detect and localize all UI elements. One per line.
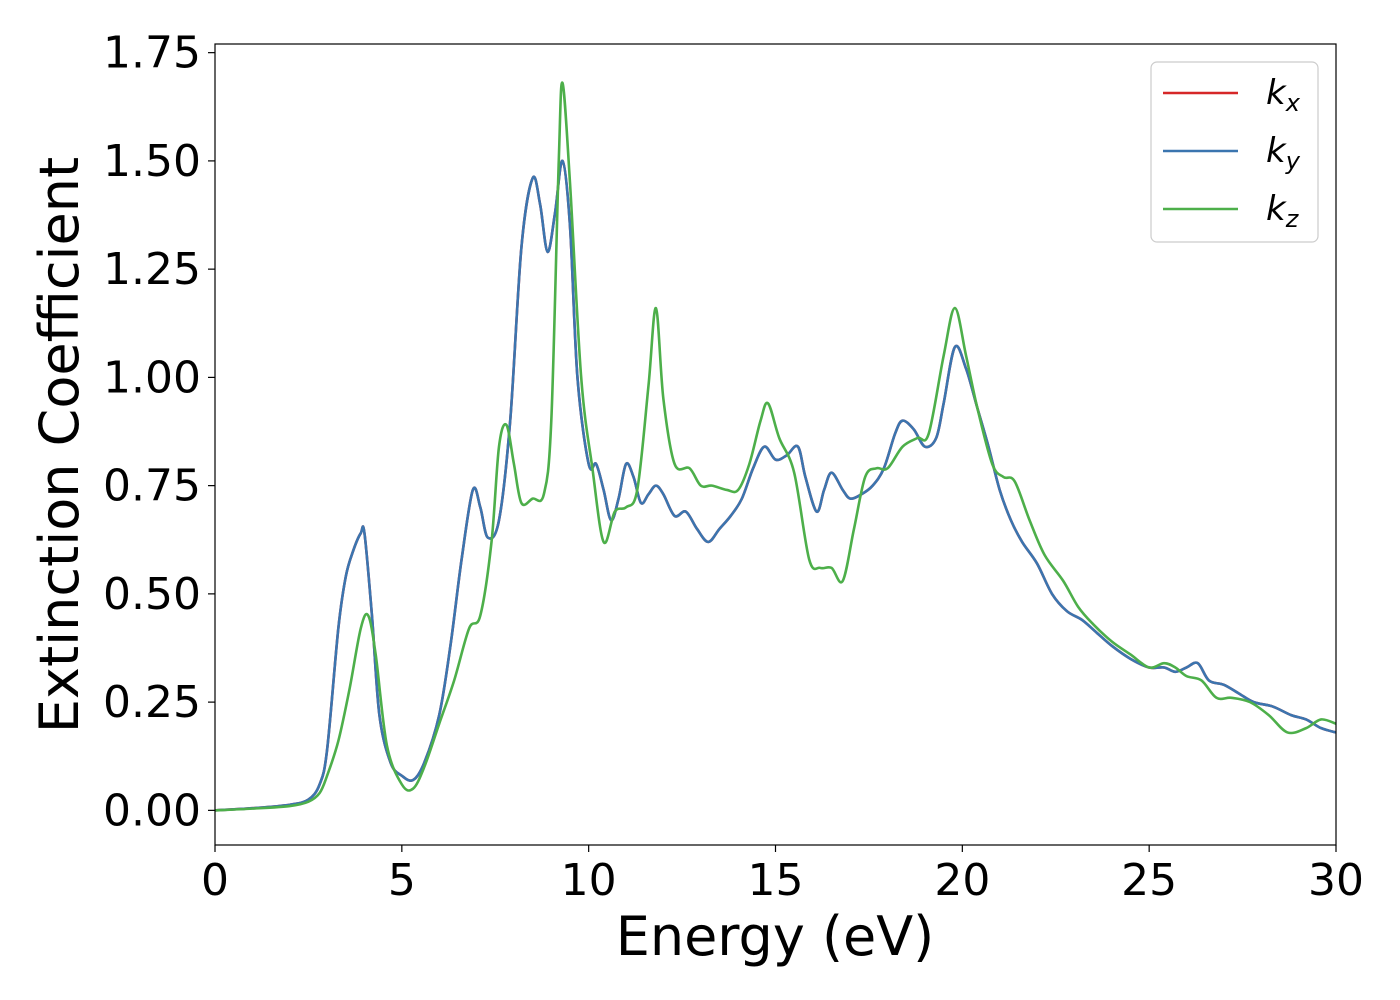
y-tick-label: 0.00 xyxy=(103,785,201,836)
x-tick-label: 10 xyxy=(561,855,617,906)
x-tick-label: 25 xyxy=(1121,855,1177,906)
x-tick-label: 5 xyxy=(388,855,416,906)
legend-entries: kx ky kz xyxy=(1163,73,1301,233)
x-tick-label: 30 xyxy=(1308,855,1364,906)
legend: kx ky kz xyxy=(1150,61,1319,243)
y-tick-label: 0.50 xyxy=(103,569,201,620)
y-tick-label: 1.50 xyxy=(103,136,201,187)
y-tick-label: 0.75 xyxy=(103,461,201,512)
y-tick-label: 0.25 xyxy=(103,677,201,728)
x-tick-label: 0 xyxy=(201,855,229,906)
y-tick-label: 1.25 xyxy=(103,244,201,295)
x-tick-label: 15 xyxy=(748,855,804,906)
legend-label-ky: ky xyxy=(1266,131,1301,175)
legend-label-kx: kx xyxy=(1266,73,1301,117)
legend-label-kz: kz xyxy=(1266,189,1300,233)
y-axis-title: Extinction Coefficient xyxy=(28,157,91,733)
y-tick-label: 1.75 xyxy=(103,28,201,79)
y-axis-ticks: 0.00 0.25 0.50 0.75 1.00 1.25 1.50 1.75 xyxy=(103,28,215,836)
x-axis-ticks: 0 5 10 15 20 25 30 xyxy=(201,845,1364,906)
series-layer xyxy=(215,81,1336,812)
y-tick-label: 1.00 xyxy=(103,352,201,403)
series-line-ky xyxy=(215,159,1336,812)
x-axis-title: Energy (eV) xyxy=(616,905,935,968)
x-tick-label: 20 xyxy=(934,855,990,906)
series-line-kz xyxy=(215,81,1336,812)
